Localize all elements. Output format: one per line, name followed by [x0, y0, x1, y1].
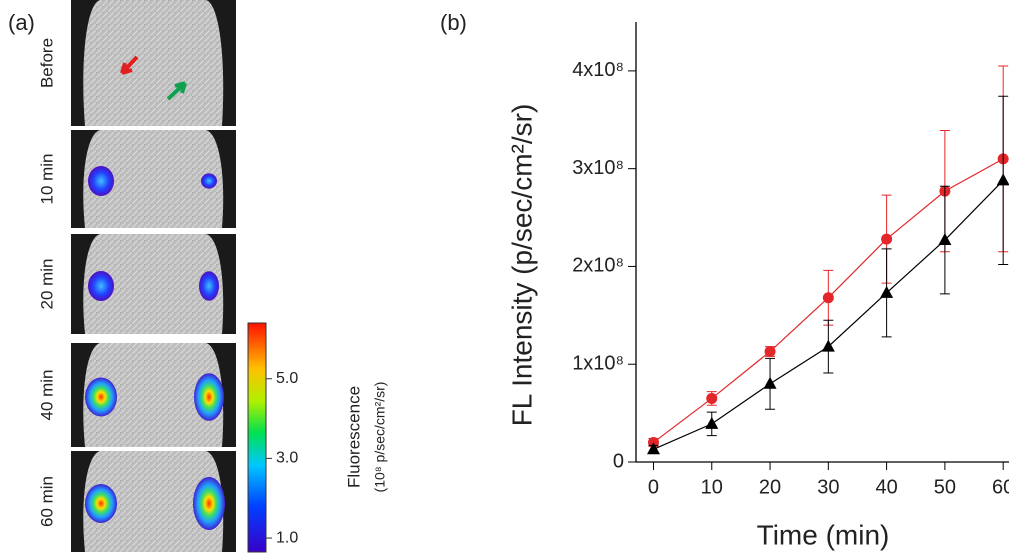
colorbar-tick-label: 5.0: [276, 370, 298, 387]
y-tick-label: 3x10⁸: [572, 157, 624, 179]
marker: [706, 392, 718, 404]
marker: [881, 233, 893, 245]
x-tick-label: 20: [759, 476, 781, 498]
y-tick-label: 2x10⁸: [572, 255, 624, 277]
marker: [938, 233, 952, 246]
y-axis-title: FL Intensity (p/sec/cm²/sr): [506, 104, 537, 427]
signal: [199, 271, 219, 301]
colorbar-tick-label: 1.0: [276, 529, 298, 546]
colorbar-units: (10⁸ p/sec/cm²/sr): [372, 382, 388, 493]
y-tick-label: 1x10⁸: [572, 353, 624, 375]
y-tick-label: 4x10⁸: [572, 59, 624, 81]
panel-caption: 40 min: [37, 369, 56, 420]
colorbar-tick-label: 3.0: [276, 450, 298, 467]
signal: [194, 373, 224, 421]
signal: [85, 484, 117, 523]
x-tick-label: 60: [992, 476, 1009, 498]
image-strip: Before 10 min 20 min 40 min 60 min: [37, 0, 236, 552]
colorbar: 1.0 3.0 5.0 Fluorescence (10⁸ p/sec/cm²/sr): [247, 322, 388, 553]
marker: [763, 376, 777, 389]
panel-label: (b): [440, 10, 467, 35]
signal: [201, 173, 217, 189]
x-tick-label: 40: [875, 476, 897, 498]
marker: [880, 285, 894, 298]
x-tick-label: 50: [934, 476, 956, 498]
mouse-body: [83, 130, 224, 228]
panel-caption: 10 min: [37, 153, 56, 204]
panel-caption: Before: [37, 38, 56, 88]
colorbar-title: Fluorescence: [344, 386, 363, 488]
marker: [822, 292, 834, 304]
marker: [705, 416, 719, 429]
mouse-body: [83, 343, 224, 447]
x-tick-label: 30: [817, 476, 839, 498]
marker: [821, 339, 835, 352]
colorbar-gradient: [247, 322, 267, 553]
x-tick-label: 10: [701, 476, 723, 498]
signal: [193, 477, 225, 530]
marker: [646, 442, 660, 455]
marker: [764, 346, 776, 358]
signal: [88, 166, 114, 196]
mouse-body: [83, 234, 224, 334]
panel-caption: 20 min: [37, 258, 56, 309]
mouse-body: [83, 451, 224, 552]
x-axis-title: Time (min): [757, 519, 890, 550]
arrow: [120, 55, 139, 75]
mouse-body: [83, 0, 224, 126]
signal: [85, 377, 117, 417]
x-tick-label: 0: [648, 476, 659, 498]
panel-caption: 60 min: [37, 476, 56, 527]
y-tick-label: 0: [613, 450, 624, 472]
marker: [996, 173, 1009, 186]
arrow: [166, 81, 187, 101]
signal: [88, 271, 114, 301]
panel-label: (a): [8, 10, 35, 35]
line-chart: 0 1x10⁸ 2x10⁸ 3x10⁸ 4x10⁸ 0 10 20 30 40 50 60 Time (…: [506, 22, 1009, 550]
